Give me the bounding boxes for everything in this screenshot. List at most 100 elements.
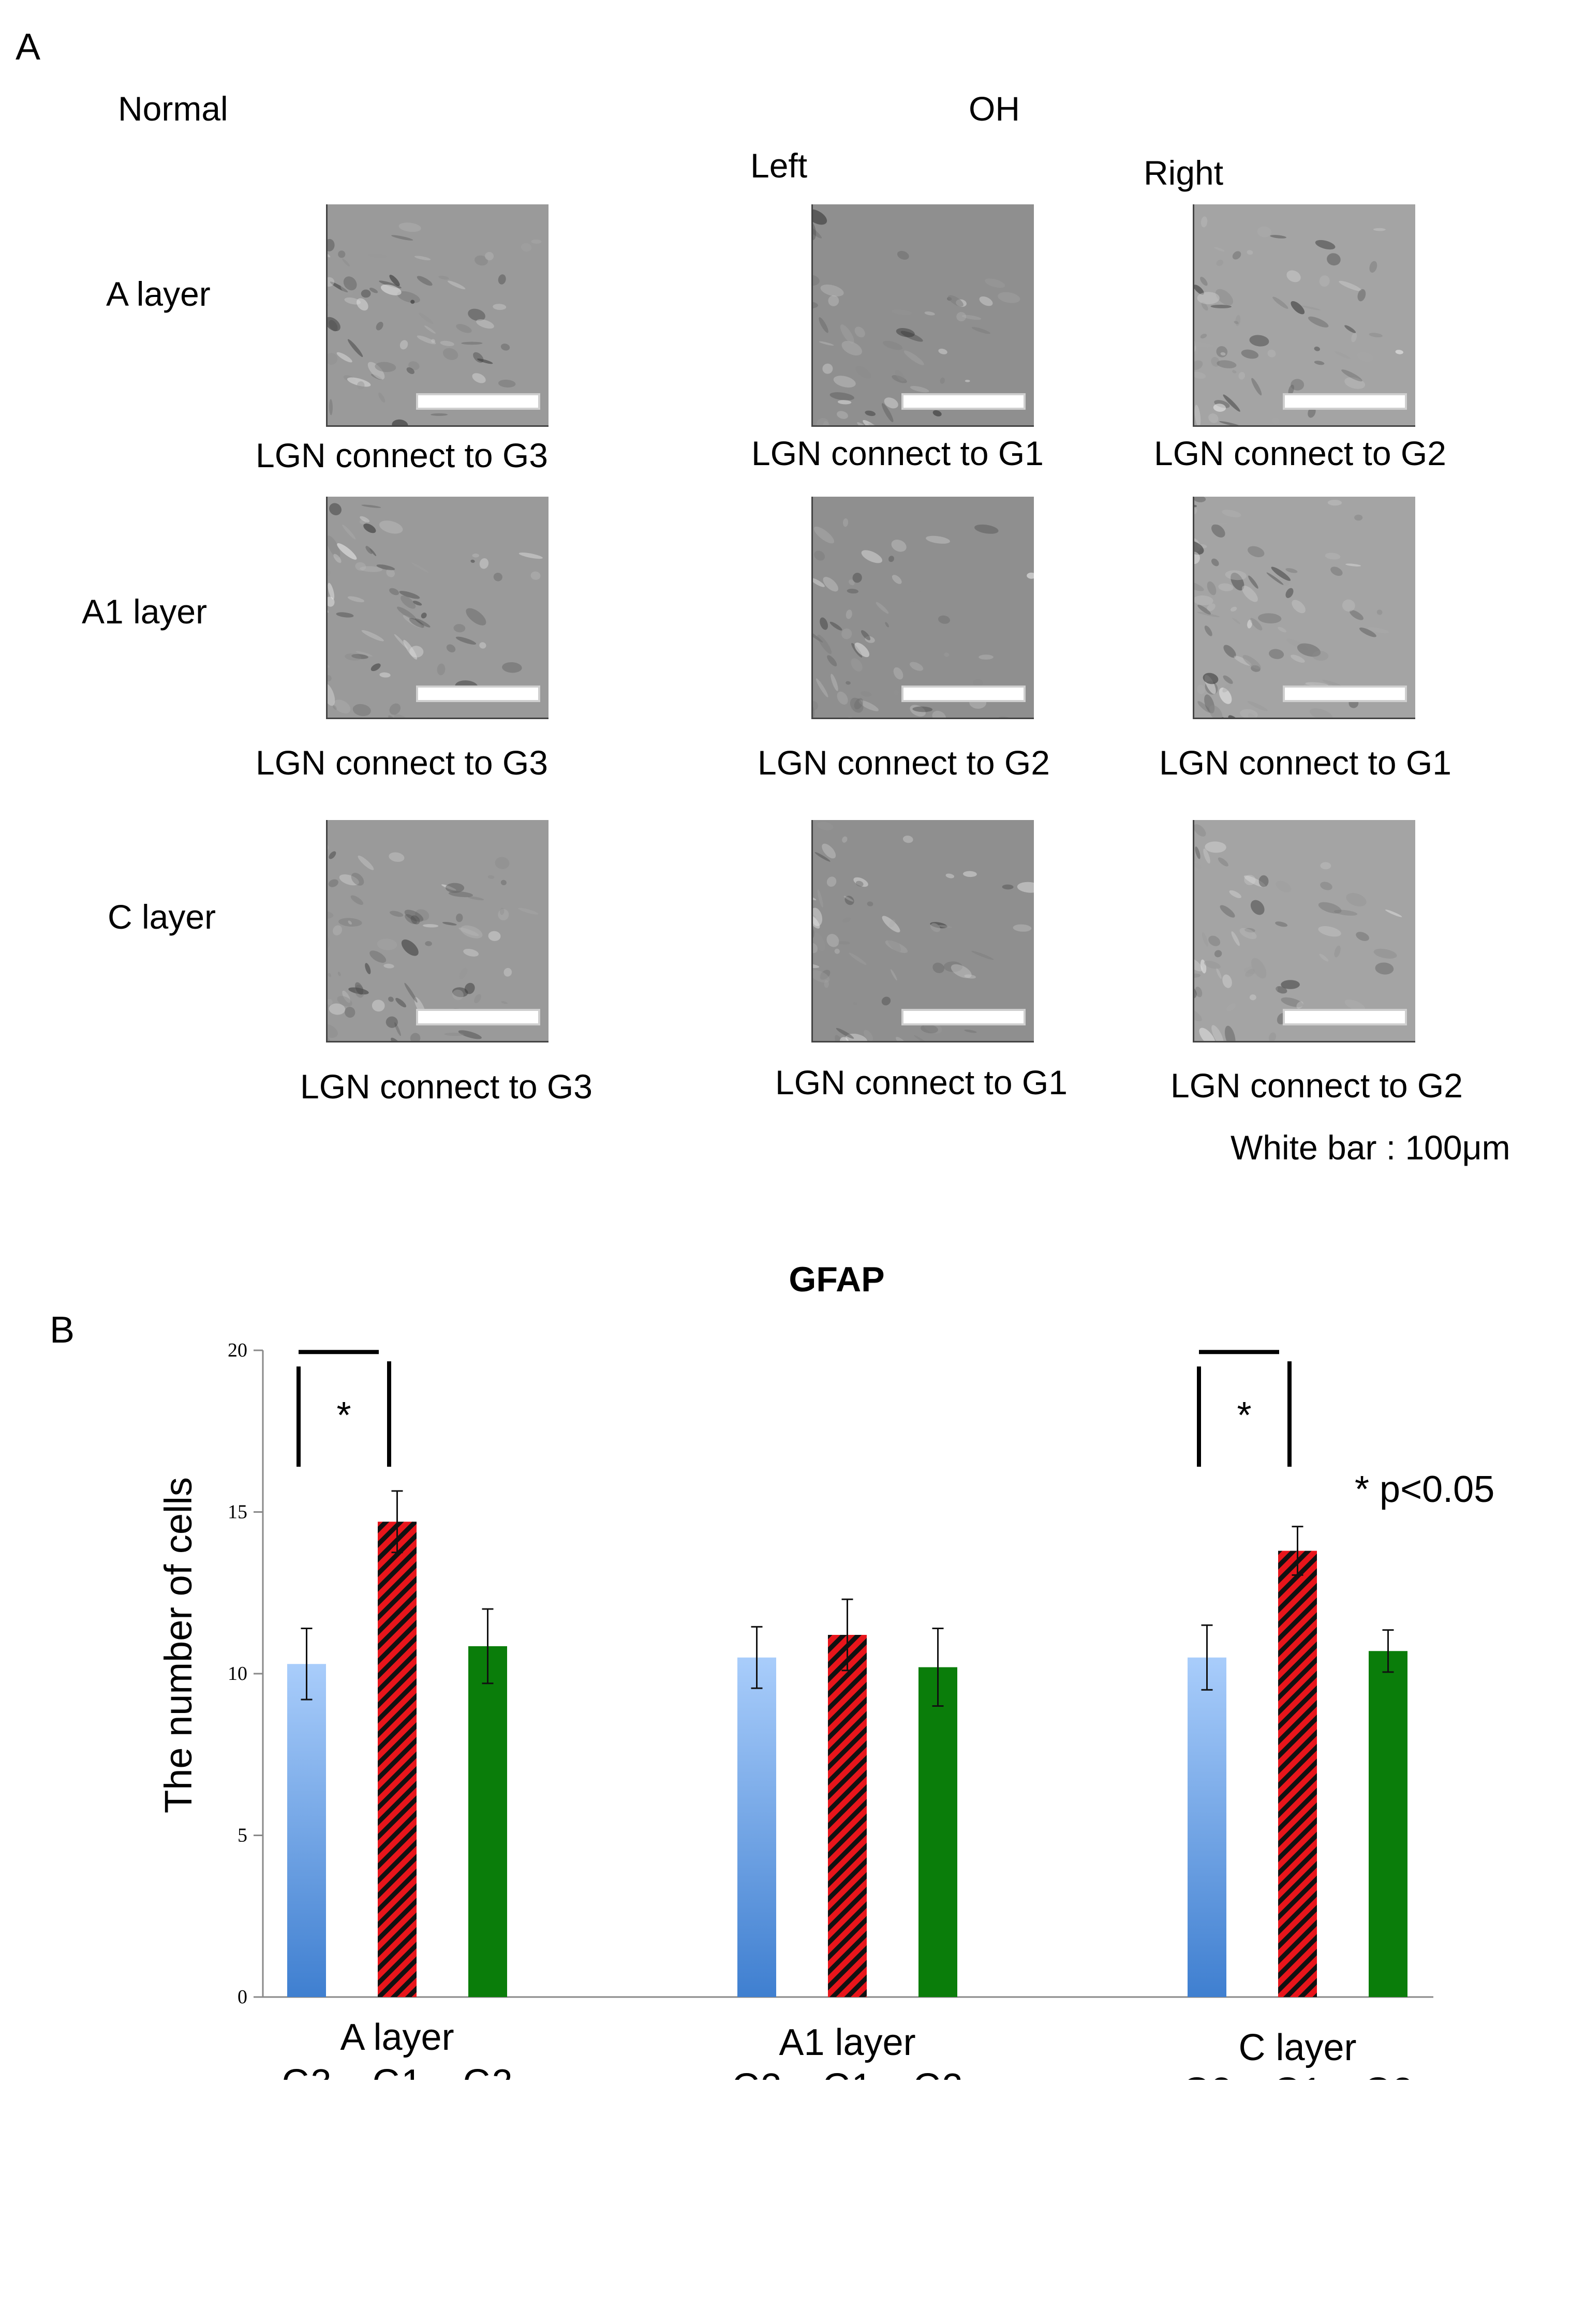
- micrograph-speckle: [1373, 948, 1397, 959]
- micrograph-speckle: [846, 681, 851, 685]
- micrograph-speckle: [1219, 421, 1241, 425]
- micrograph-speckle: [351, 873, 364, 886]
- micrograph-speckle: [498, 908, 509, 920]
- micrograph-speckle: [361, 630, 384, 642]
- micrograph-speckle: [399, 591, 420, 599]
- micrograph-speckle: [1325, 553, 1341, 560]
- micrograph-speckle: [813, 526, 835, 544]
- micrograph-speckle: [892, 375, 907, 383]
- micrograph-speckle: [1314, 361, 1325, 365]
- micrograph-speckle: [1225, 570, 1247, 580]
- caption-a-left: LGN connect to G1: [751, 434, 1044, 472]
- micrograph-speckle: [885, 622, 889, 628]
- scale-bar: [901, 1009, 1026, 1025]
- micrograph-speckle: [348, 987, 369, 995]
- micrograph-speckle: [328, 277, 335, 287]
- micrograph-speckle: [389, 703, 401, 715]
- micrograph-speckle: [479, 642, 486, 649]
- micrograph-speckle: [521, 243, 532, 252]
- micrograph-speckle: [328, 973, 332, 977]
- micrograph-speckle: [336, 352, 352, 363]
- micrograph-speckle: [370, 663, 381, 672]
- micrograph-speckle: [357, 298, 368, 311]
- micrograph-texture: [328, 204, 549, 425]
- micrograph-speckle: [851, 643, 863, 658]
- micrograph-speckle: [379, 520, 403, 534]
- row-label-a-layer: A layer: [106, 275, 211, 313]
- micrograph-speckle: [848, 579, 855, 586]
- micrograph-speckle: [383, 963, 394, 969]
- micrograph-speckle: [464, 982, 475, 994]
- micrograph-speckle: [375, 362, 396, 373]
- micrograph-speckle: [910, 705, 926, 717]
- micrograph-speckle: [884, 397, 898, 409]
- micrograph-speckle: [342, 524, 356, 540]
- micrograph-speckle: [1217, 360, 1237, 368]
- micrograph-speckle: [1194, 338, 1196, 352]
- micrograph-speckle: [328, 353, 338, 365]
- micrograph-speckle: [342, 990, 351, 1003]
- micrograph-speckle: [376, 564, 395, 571]
- micrograph-speckle: [817, 634, 832, 654]
- micrograph-speckle: [1344, 999, 1366, 1011]
- micrograph-speckle: [851, 658, 863, 672]
- micrograph-speckle: [1194, 371, 1206, 379]
- caption-a1-right: LGN connect to G1: [1159, 743, 1451, 782]
- micrograph-speckle: [495, 857, 510, 869]
- micrograph-speckle: [864, 1030, 873, 1041]
- micrograph-speckle: [1211, 558, 1219, 567]
- micrograph-speckle: [493, 304, 507, 310]
- micrograph-speckle: [932, 410, 942, 416]
- micrograph-speckle: [431, 339, 435, 343]
- micrograph-speckle: [963, 871, 977, 877]
- caption-a1-normal: LGN connect to G3: [256, 743, 548, 782]
- micrograph-speckle: [421, 613, 427, 619]
- micrograph-speckle: [415, 909, 429, 921]
- micrograph-speckle: [338, 250, 346, 258]
- micrograph-speckle: [985, 278, 1005, 288]
- micrograph-speckle: [938, 925, 953, 928]
- row-label-c-layer: C layer: [108, 898, 216, 936]
- micrograph-speckle: [355, 562, 366, 571]
- micrograph-speckle: [518, 907, 539, 915]
- micrograph-background: [328, 497, 549, 718]
- micrograph-speckle: [1231, 572, 1244, 591]
- micrograph-speckle: [329, 851, 336, 859]
- significance-note: * p<0.05: [1355, 1469, 1495, 1510]
- micrograph-speckle: [1292, 600, 1306, 614]
- micrograph-speckle: [826, 934, 839, 947]
- column-header-normal: Normal: [118, 90, 228, 128]
- micrograph-speckle: [448, 891, 473, 898]
- micrograph-speckle: [1194, 342, 1214, 348]
- micrograph-speckle: [1234, 656, 1252, 666]
- micrograph-speckle: [328, 879, 338, 887]
- micrograph-speckle: [1335, 351, 1351, 359]
- micrograph-speckle: [1194, 285, 1204, 295]
- micrograph-speckle: [1027, 572, 1034, 579]
- micrograph-speckle: [1194, 504, 1197, 508]
- micrograph-speckle: [403, 639, 418, 660]
- micrograph-speckle: [1278, 627, 1286, 633]
- micrograph-speckle: [415, 618, 431, 628]
- micrograph-speckle: [472, 373, 486, 383]
- micrograph-speckle: [365, 546, 373, 554]
- micrograph-speckle: [1285, 568, 1298, 573]
- micrograph-speckle: [1258, 875, 1269, 887]
- micrograph-speckle: [376, 322, 383, 331]
- micrograph-speckle: [1017, 882, 1034, 893]
- micrograph-speckle: [389, 588, 399, 595]
- micrograph-speckle: [1194, 405, 1201, 425]
- micrograph-speckle: [501, 1001, 508, 1004]
- micrograph-speckle: [446, 644, 456, 652]
- micrograph-speckle: [1013, 924, 1032, 932]
- micrograph-speckle: [945, 873, 955, 878]
- micrograph-speckle: [1281, 997, 1303, 1007]
- micrograph-speckle: [405, 914, 417, 925]
- micrograph-speckle: [816, 418, 829, 425]
- micrograph-texture: [1194, 204, 1415, 425]
- micrograph-speckle: [386, 1016, 398, 1028]
- micrograph-speckle: [961, 315, 982, 320]
- micrograph-speckle: [1197, 612, 1220, 617]
- micrograph-speckle: [1207, 581, 1217, 595]
- micrograph-speckle: [847, 589, 859, 594]
